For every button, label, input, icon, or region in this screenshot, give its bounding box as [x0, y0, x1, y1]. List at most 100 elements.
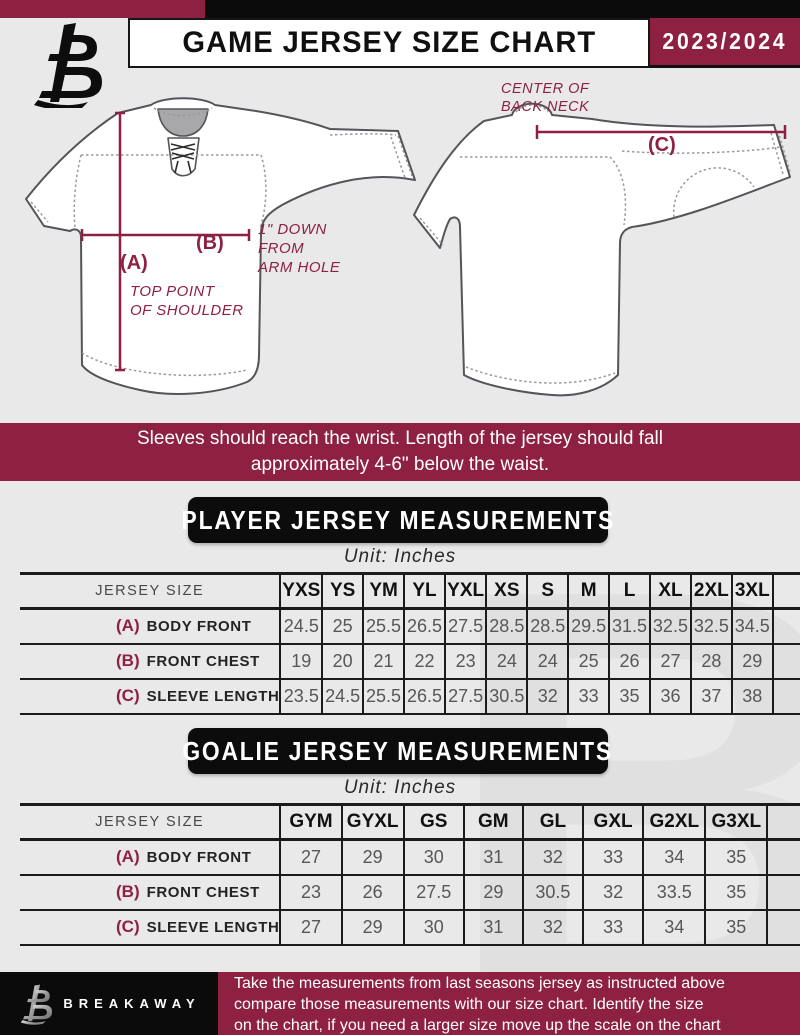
table-row: (A) BODY FRONT 27 29 30 31 32 33 34 35 [20, 838, 800, 876]
measurement-value: 26.5 [403, 677, 446, 715]
footer-brand-area: BREAKAWAY [0, 972, 218, 1035]
measurement-value: 23.5 [279, 677, 324, 715]
open-column [771, 642, 800, 680]
measurement-value: 28.5 [526, 607, 570, 645]
measurement-value: 27.5 [443, 677, 488, 715]
open-column [771, 607, 800, 645]
table-row: (B) FRONT CHEST 19 20 21 22 23 24 24 25 26 27 28 29 [20, 642, 800, 680]
measurement-value: 31 [462, 908, 524, 946]
measurement-value: 24.5 [321, 677, 365, 715]
open-column [766, 908, 800, 946]
measurement-line-a-b [80, 111, 251, 372]
player-unit-label: Unit: Inches [343, 546, 457, 567]
size-header: YXS [279, 572, 324, 610]
page-title-box: GAME JERSEY SIZE CHART [128, 18, 650, 68]
measurement-value: 32 [581, 873, 645, 911]
footer-instructions: Take the measurements from last seasons … [218, 972, 800, 1035]
size-header: GYM [279, 803, 343, 841]
measurement-value: 25 [321, 607, 365, 645]
measurement-value: 30 [402, 908, 465, 946]
measurement-line-c [535, 125, 787, 139]
measurement-value: 24.5 [279, 607, 324, 645]
size-header: M [567, 572, 611, 610]
measurement-value: 33 [581, 838, 645, 876]
row-label: BODY FRONT [146, 618, 252, 636]
row-key: (C) [116, 686, 140, 705]
row-label-cell: (A) BODY FRONT [20, 607, 282, 645]
measurement-value: 25.5 [362, 607, 406, 645]
measurement-value: 34.5 [730, 607, 774, 645]
measurement-value: 34 [642, 838, 707, 876]
measurement-value: 32 [526, 677, 570, 715]
breakaway-logo-small-icon [21, 984, 53, 1025]
measurement-value: 31.5 [608, 607, 651, 645]
size-header: GS [402, 803, 465, 841]
measurement-value: 20 [321, 642, 365, 680]
measurement-value: 27 [649, 642, 692, 680]
measurement-value: 38 [730, 677, 774, 715]
measurement-value: 25 [567, 642, 611, 680]
measurement-value: 32.5 [689, 607, 733, 645]
measurement-value: 23 [279, 873, 343, 911]
open-column [766, 803, 800, 841]
season-box: 2023/2024 [650, 18, 800, 68]
measurement-value: 21 [362, 642, 406, 680]
label-c: (C) [648, 134, 676, 156]
row-label-cell: (C) SLEEVE LENGTH [20, 908, 282, 946]
top-strip-maroon [0, 0, 205, 18]
size-header: GM [462, 803, 524, 841]
row-key: (A) [116, 616, 140, 636]
measurement-value: 30.5 [485, 677, 529, 715]
measurement-value: 26.5 [403, 607, 446, 645]
measurement-value: 32 [521, 838, 584, 876]
size-header: S [526, 572, 570, 610]
measurement-value: 24 [485, 642, 529, 680]
season-label: 2023/2024 [662, 28, 788, 54]
goalie-section-title-pill: GOALIE JERSEY MEASUREMENTS [183, 728, 612, 774]
table-row: (A) BODY FRONT 24.5 25 25.5 26.5 27.5 28.5 28.5 2… [20, 607, 800, 645]
measurement-value: 31 [462, 838, 524, 876]
size-header: 3XL [730, 572, 774, 610]
player-section-title-pill: PLAYER JERSEY MEASUREMENTS [181, 497, 613, 543]
label-b-note: 1" DOWN FROM ARM HOLE [258, 221, 341, 276]
back-jersey-diagram [413, 102, 791, 397]
size-header: G2XL [642, 803, 707, 841]
row-label-cell: (B) FRONT CHEST [20, 642, 282, 680]
breakaway-logo-icon [26, 22, 104, 113]
label-a-note: TOP POINT OF SHOULDER [130, 283, 244, 319]
player-section-title: PLAYER JERSEY MEASUREMENTS [181, 504, 615, 535]
size-header: GXL [581, 803, 645, 841]
footer: BREAKAWAY Take the measurements from las… [0, 972, 800, 1035]
size-header: YS [321, 572, 365, 610]
open-column [771, 677, 800, 715]
open-column [771, 572, 800, 610]
size-header-label: JERSEY SIZE [20, 803, 282, 841]
measurement-value: 36 [649, 677, 692, 715]
measurement-value: 33 [567, 677, 611, 715]
measurement-value: 35 [704, 908, 769, 946]
row-label-cell: (A) BODY FRONT [20, 838, 282, 876]
size-header: XS [485, 572, 529, 610]
measurement-value: 32 [521, 908, 584, 946]
measurement-value: 28 [689, 642, 733, 680]
goalie-unit-label: Unit: Inches [343, 777, 457, 798]
table-row: (C) SLEEVE LENGTH 23.5 24.5 25.5 26.5 27.5 30.5… [20, 677, 800, 715]
measurement-value: 30 [402, 838, 465, 876]
measurement-value: 27 [279, 908, 343, 946]
measurement-value: 22 [403, 642, 446, 680]
open-column [766, 873, 800, 911]
row-key: (B) [116, 882, 140, 901]
measurement-value: 35 [608, 677, 651, 715]
row-label: SLEEVE LENGTH [146, 919, 280, 936]
measurement-value: 29 [462, 873, 524, 911]
row-key: (C) [116, 917, 140, 936]
size-header: YXL [443, 572, 488, 610]
table-row: (B) FRONT CHEST 23 26 27.5 29 30.5 32 33.5 35 [20, 873, 800, 911]
open-column [766, 838, 800, 876]
row-label: BODY FRONT [146, 849, 252, 867]
row-label-cell: (B) FRONT CHEST [20, 873, 282, 911]
goalie-section-title: GOALIE JERSEY MEASUREMENTS [182, 735, 614, 766]
measurement-value: 26 [608, 642, 651, 680]
measurement-value: 33.5 [642, 873, 707, 911]
measurement-value: 26 [340, 873, 405, 911]
